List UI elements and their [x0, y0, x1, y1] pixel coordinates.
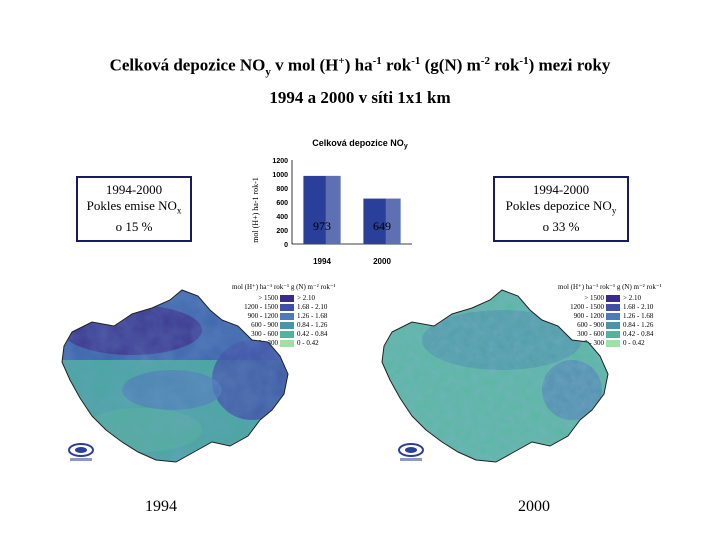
title-line-1: Celková depozice NOy v mol (H+) ha-1 rok…	[109, 55, 611, 79]
deposition-bar-chart: Celková depozice NOy mol (H+) ha-1 rok-1…	[251, 138, 412, 266]
legend-mol-range: 600 - 900	[577, 321, 604, 329]
map-year-label: 1994	[145, 498, 177, 515]
legend-gn-range: 1.26 - 1.68	[297, 312, 328, 320]
legend-rows: > 1500 > 2.10 1200 - 1500 1.68 - 2.10 900 - …	[232, 294, 336, 348]
deposition-decrease-box: 1994-2000 Pokles depozice NOy o 33 %	[493, 176, 629, 242]
chart-y-tick-label: 200	[276, 228, 288, 235]
legend-row: 300 - 600 0.42 - 0.84	[232, 330, 336, 339]
legend-swatch	[280, 340, 294, 347]
legend-swatch	[606, 304, 620, 311]
legend-gn-range: > 2.10	[297, 294, 315, 302]
deposition-box-value: o 33 %	[542, 218, 580, 234]
legend-mol-range: > 1500	[258, 294, 278, 302]
legend-swatch	[606, 340, 620, 347]
legend-row: > 1500 > 2.10	[232, 294, 336, 303]
chart-y-tick-label: 400	[276, 214, 288, 221]
chart-bar-highlight	[325, 175, 341, 244]
legend-swatch	[280, 295, 294, 302]
chart-bar	[363, 198, 401, 244]
deposition-map-1994	[61, 289, 289, 463]
legend-row: 900 - 1200 1.26 - 1.68	[232, 312, 336, 321]
legend-swatch	[606, 313, 620, 320]
legend-row: 1200 - 1500 1.68 - 2.10	[232, 303, 336, 312]
legend-row: > 1500 > 2.10	[558, 294, 662, 303]
legend-mol-range: 1200 - 1500	[570, 303, 604, 311]
legend-gn-range: 0.84 - 1.26	[623, 321, 654, 329]
chart-title: Celková depozice NOy	[312, 138, 408, 150]
chart-x-tick-label: 1994	[313, 257, 331, 266]
legend-mol-range: 0 - 300	[584, 339, 604, 347]
legend-gn-range: 1.26 - 1.68	[623, 312, 654, 320]
legend-swatch	[606, 295, 620, 302]
legend-header: mol (H⁺) ha⁻¹ rok⁻¹ g (N) m⁻² rok⁻¹	[232, 283, 336, 291]
legend-mol-range: > 1500	[584, 294, 604, 302]
legend-row: 0 - 300 0 - 0.42	[558, 339, 662, 348]
institute-logo-icon	[398, 443, 424, 461]
deposition-box-period: 1994-2000	[532, 182, 590, 197]
legend-row: 300 - 600 0.42 - 0.84	[558, 330, 662, 339]
chart-y-tick-label: 1000	[272, 172, 288, 179]
chart-y-axis-label: mol (H+) ha-1 rok-1	[251, 177, 260, 243]
title-line-2: 1994 a 2000 v síti 1x1 km	[269, 88, 451, 108]
legend-row: 1200 - 1500 1.68 - 2.10	[558, 303, 662, 312]
chart-y-tick-label: 600	[276, 200, 288, 207]
chart-y-tick-label: 1200	[272, 158, 288, 165]
chart-x-tick-label: 2000	[373, 257, 391, 266]
legend-mol-range: 300 - 600	[251, 330, 278, 338]
legend-gn-range: 0 - 0.42	[297, 339, 319, 347]
legend-row: 900 - 1200 1.26 - 1.68	[558, 312, 662, 321]
emission-box-period: 1994-2000	[105, 182, 163, 197]
chart-y-tick-label: 0	[284, 242, 288, 249]
map-legend-2000: mol (H⁺) ha⁻¹ rok⁻¹ g (N) m⁻² rok⁻¹ > 15…	[558, 283, 662, 348]
legend-mol-range: 600 - 900	[251, 321, 278, 329]
legend-swatch	[606, 331, 620, 338]
page-title: Celková depozice NOy v mol (H+) ha-1 rok…	[0, 48, 720, 111]
legend-gn-range: 1.68 - 2.10	[623, 303, 654, 311]
legend-mol-range: 900 - 1200	[247, 312, 278, 320]
legend-header: mol (H⁺) ha⁻¹ rok⁻¹ g (N) m⁻² rok⁻¹	[558, 283, 662, 291]
legend-row: 600 - 900 0.84 - 1.26	[232, 321, 336, 330]
legend-gn-range: 0.84 - 1.26	[297, 321, 328, 329]
legend-swatch	[280, 322, 294, 329]
institute-logo-icon	[68, 443, 94, 461]
legend-mol-range: 1200 - 1500	[244, 303, 278, 311]
legend-gn-range: 0.42 - 0.84	[297, 330, 328, 338]
legend-swatch	[280, 304, 294, 311]
legend-swatch	[280, 313, 294, 320]
legend-mol-range: 300 - 600	[577, 330, 604, 338]
legend-gn-range: 0.42 - 0.84	[623, 330, 654, 338]
chart-bar-highlight	[385, 198, 401, 244]
map-year-label: 2000	[518, 498, 550, 515]
legend-swatch	[280, 331, 294, 338]
emission-decrease-box: 1994-2000 Pokles emise NOx o 15 %	[76, 176, 192, 242]
deposition-map-2000	[381, 289, 609, 463]
emission-box-label: Pokles emise NOx	[86, 198, 182, 216]
legend-rows: > 1500 > 2.10 1200 - 1500 1.68 - 2.10 900 - …	[558, 294, 662, 348]
legend-row: 600 - 900 0.84 - 1.26	[558, 321, 662, 330]
emission-box-value: o 15 %	[115, 218, 153, 234]
legend-mol-range: 900 - 1200	[573, 312, 604, 320]
chart-data-label: 649	[373, 219, 391, 233]
legend-swatch	[606, 322, 620, 329]
legend-gn-range: 1.68 - 2.10	[297, 303, 328, 311]
deposition-box-label: Pokles depozice NOy	[505, 198, 617, 216]
map-legend-1994: mol (H⁺) ha⁻¹ rok⁻¹ g (N) m⁻² rok⁻¹ > 15…	[232, 283, 336, 348]
legend-gn-range: 0 - 0.42	[623, 339, 645, 347]
chart-y-tick-label: 800	[276, 186, 288, 193]
chart-bar	[303, 175, 341, 244]
chart-data-label: 973	[313, 219, 331, 233]
legend-gn-range: > 2.10	[623, 294, 641, 302]
